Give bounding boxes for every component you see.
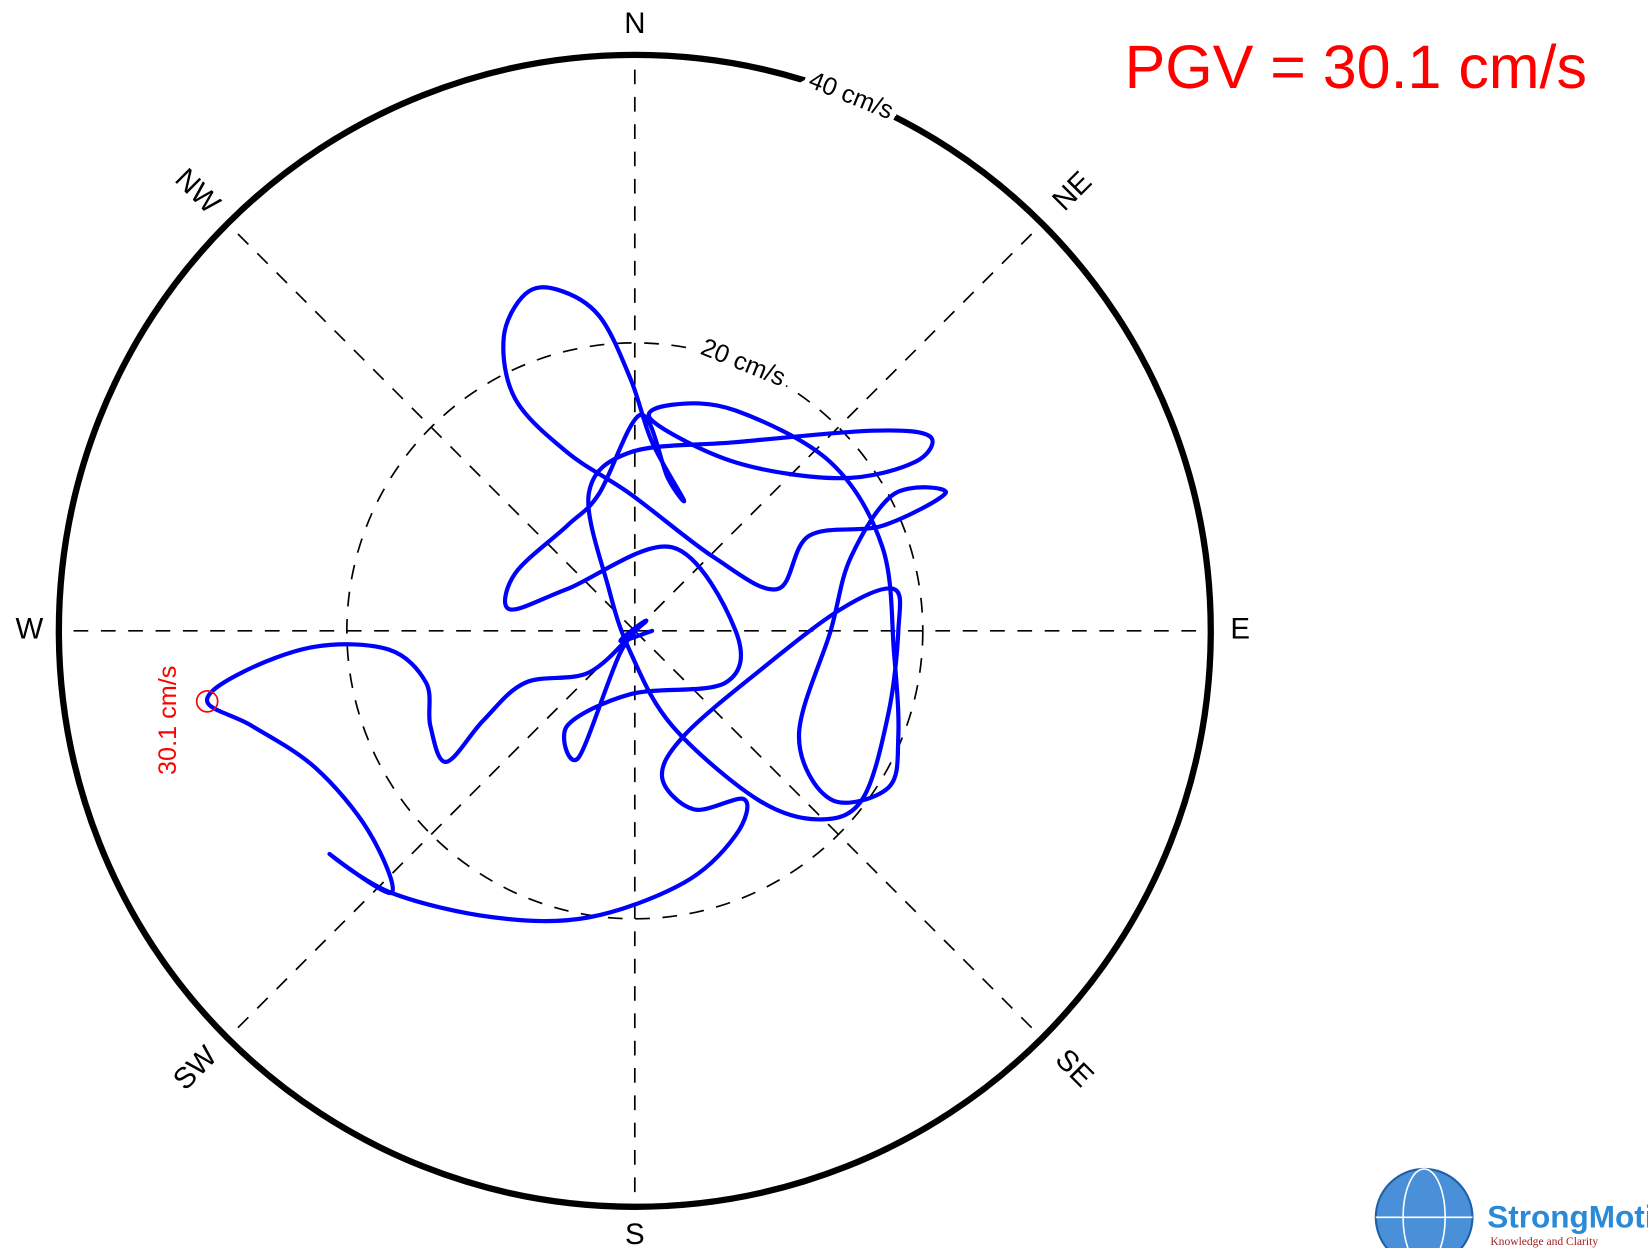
direction-label: S bbox=[625, 1218, 645, 1248]
direction-line bbox=[634, 222, 1043, 632]
direction-label: N bbox=[624, 7, 645, 40]
logo: StrongMotionKnowledge and Clarity bbox=[1374, 1167, 1648, 1248]
logo-tagline: Knowledge and Clarity bbox=[1490, 1235, 1598, 1248]
pgv-label: 30.1 cm/s bbox=[154, 666, 182, 775]
direction-label: W bbox=[16, 613, 44, 646]
direction-line bbox=[226, 630, 636, 1039]
range-ring bbox=[345, 342, 924, 920]
outer-ring bbox=[55, 51, 1214, 1210]
particle-trace bbox=[205, 285, 948, 924]
ring-label: 40 cm/s bbox=[805, 66, 897, 125]
pgv-marker bbox=[195, 690, 219, 713]
direction-label: SE bbox=[1049, 1043, 1100, 1094]
direction-label: NE bbox=[1046, 165, 1098, 217]
logo-globe bbox=[1374, 1167, 1474, 1248]
pgv-annotation: PGV = 30.1 cm/s bbox=[1125, 33, 1587, 101]
logo-title: StrongMotion bbox=[1487, 1199, 1648, 1235]
direction-label: NW bbox=[169, 162, 227, 220]
ring-label: 20 cm/s bbox=[697, 333, 789, 392]
direction-label: E bbox=[1230, 613, 1250, 646]
direction-label: SW bbox=[167, 1039, 224, 1096]
